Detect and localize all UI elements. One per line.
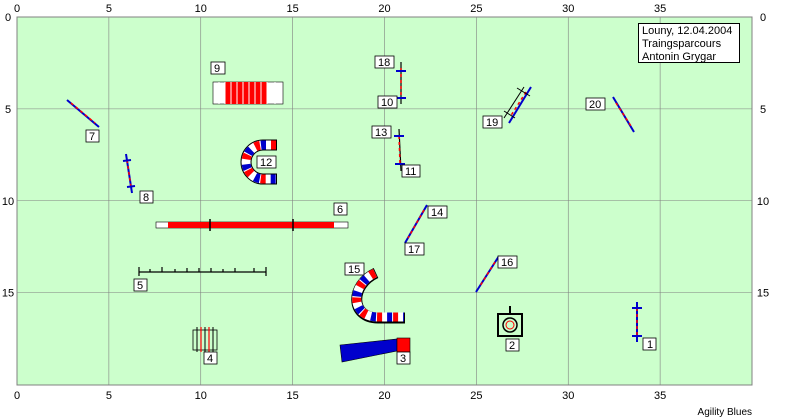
- course-info-box: Louny, 12.04.2004 Traingsparcours Antoni…: [638, 23, 740, 63]
- obstacle-14-17-hurdle[interactable]: [404, 204, 428, 244]
- svg-text:6: 6: [337, 204, 343, 216]
- y-tick-label-right: 15: [757, 288, 769, 300]
- x-tick-label-bottom: 10: [195, 390, 207, 402]
- obstacle-label-17: 17: [404, 242, 425, 256]
- svg-text:14: 14: [431, 207, 443, 219]
- x-tick-label-top: 35: [654, 3, 666, 15]
- y-tick-label-right: 0: [760, 12, 766, 24]
- svg-text:12: 12: [260, 157, 272, 169]
- x-tick-label-top: 20: [378, 3, 390, 15]
- course-title: Traingsparcours: [642, 38, 722, 50]
- svg-text:5: 5: [137, 280, 143, 292]
- obstacle-13-11-hurdle[interactable]: [394, 128, 405, 172]
- obstacle-label-8: 8: [139, 190, 154, 204]
- svg-text:2: 2: [509, 340, 515, 352]
- obstacle-20-hurdle[interactable]: [612, 96, 635, 133]
- y-tick-label-left: 0: [5, 12, 11, 24]
- app-brand: Agility Blues: [697, 407, 752, 418]
- obstacle-label-6: 6: [333, 202, 348, 216]
- obstacle-3-collapsed-tunnel[interactable]: [339, 337, 411, 363]
- obstacle-label-5: 5: [133, 278, 148, 292]
- obstacle-6-long-tunnel[interactable]: [155, 219, 349, 231]
- obstacle-label-3: 3: [396, 351, 411, 365]
- svg-text:3: 3: [400, 353, 406, 365]
- x-tick-label-bottom: 5: [106, 390, 112, 402]
- svg-text:18: 18: [378, 57, 390, 69]
- course-judge: Antonin Grygar: [642, 51, 716, 63]
- svg-text:9: 9: [214, 63, 220, 75]
- svg-text:13: 13: [375, 127, 387, 139]
- y-tick-label-right: 5: [760, 104, 766, 116]
- obstacle-label-15: 15: [344, 262, 365, 276]
- svg-text:19: 19: [486, 117, 498, 129]
- y-tick-label-left: 5: [5, 104, 11, 116]
- x-tick-label-bottom: 20: [378, 390, 390, 402]
- obstacle-9-tunnel[interactable]: [212, 81, 284, 105]
- y-tick-label-right: 10: [757, 196, 769, 208]
- obstacle-label-10: 10: [377, 95, 398, 109]
- x-tick-label-bottom: 25: [470, 390, 482, 402]
- obstacle-label-2: 2: [505, 338, 520, 352]
- y-tick-label-left: 15: [2, 288, 14, 300]
- y-tick-label-left: 10: [2, 196, 14, 208]
- obstacle-label-18: 18: [374, 55, 395, 69]
- obstacle-label-11: 11: [401, 164, 421, 178]
- x-tick-label-bottom: 0: [14, 390, 20, 402]
- svg-text:1: 1: [647, 339, 653, 351]
- obstacle-1-hurdle[interactable]: [632, 302, 642, 342]
- obstacle-label-12: 12: [256, 155, 277, 169]
- obstacle-19-double-jump[interactable]: [503, 86, 532, 124]
- obstacle-2-table[interactable]: [497, 306, 523, 337]
- obstacle-label-13: 13: [371, 125, 392, 139]
- obstacle-4-weave-poles[interactable]: [192, 327, 218, 352]
- obstacle-5-dog-walk[interactable]: [138, 267, 267, 276]
- x-tick-label-bottom: 15: [287, 390, 299, 402]
- svg-text:8: 8: [143, 192, 149, 204]
- obstacle-18-10-hurdle[interactable]: [396, 62, 406, 104]
- x-tick-label-bottom: 30: [562, 390, 574, 402]
- obstacle-label-20: 20: [585, 97, 606, 111]
- obstacle-8-hurdle[interactable]: [122, 153, 136, 194]
- obstacle-15-curved-tunnel[interactable]: [351, 268, 405, 324]
- obstacle-label-7: 7: [85, 129, 100, 143]
- x-tick-label-top: 5: [106, 3, 112, 15]
- obstacle-label-4: 4: [203, 351, 218, 365]
- svg-text:11: 11: [405, 166, 416, 178]
- x-tick-label-top: 10: [195, 3, 207, 15]
- x-tick-label-top: 15: [287, 3, 299, 15]
- obstacle-label-19: 19: [482, 115, 503, 129]
- svg-text:20: 20: [589, 99, 601, 111]
- svg-text:15: 15: [348, 264, 360, 276]
- obstacle-label-14: 14: [427, 205, 448, 219]
- svg-text:7: 7: [89, 131, 95, 143]
- svg-text:16: 16: [501, 257, 513, 269]
- x-tick-label-top: 30: [562, 3, 574, 15]
- obstacle-7-hurdle[interactable]: [66, 99, 100, 128]
- obstacle-label-1: 1: [642, 337, 657, 351]
- course-location-date: Louny, 12.04.2004: [642, 25, 733, 37]
- svg-text:10: 10: [381, 97, 393, 109]
- svg-text:4: 4: [207, 353, 213, 365]
- obstacle-label-16: 16: [497, 255, 518, 269]
- obstacle-12-curved-tunnel[interactable]: [240, 139, 277, 185]
- x-tick-label-bottom: 35: [654, 390, 666, 402]
- grid-lines: [17, 17, 752, 385]
- x-tick-label-top: 0: [14, 3, 20, 15]
- obstacle-label-9: 9: [210, 61, 226, 75]
- svg-text:17: 17: [408, 244, 420, 256]
- obstacle-16-hurdle[interactable]: [475, 255, 500, 293]
- x-tick-label-top: 25: [470, 3, 482, 15]
